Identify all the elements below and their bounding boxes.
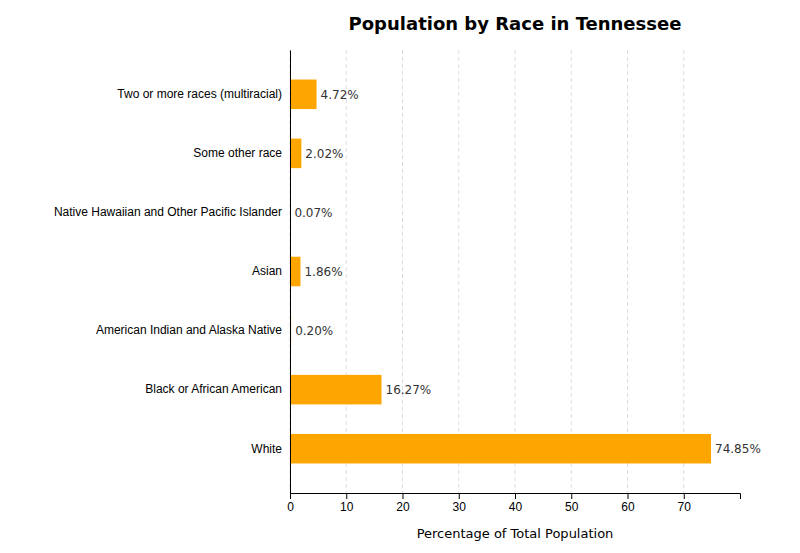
tick-label: Two or more races (multiracial)	[117, 87, 282, 101]
tick-label: White	[251, 442, 282, 456]
tick-label: 10	[340, 500, 354, 514]
data-label: 74.85%	[715, 442, 761, 456]
tick-label: 0	[287, 500, 294, 514]
tick: 70	[678, 493, 692, 514]
axis-line	[290, 51, 291, 494]
axis-line	[291, 494, 741, 500]
tick-mark	[684, 493, 685, 499]
tick-label: 70	[678, 500, 692, 514]
tick-mark	[628, 493, 629, 499]
data-labels: 74.85% 16.27% 0.20% 1.86% 0.07% 2.02% 4.72%	[294, 88, 760, 456]
tick: White	[251, 442, 290, 456]
data-label: 0.07%	[294, 206, 332, 220]
chart-container: 0 10 20 30 40 50 60 70 White Black or African Ame…	[0, 0, 800, 553]
grid-line	[571, 50, 572, 493]
bar	[290, 434, 711, 464]
tick-mark	[346, 493, 347, 499]
bar	[290, 139, 301, 169]
bar	[290, 257, 300, 287]
tick: 60	[621, 493, 635, 514]
x-axis: 0 10 20 30 40 50 60 70	[287, 493, 740, 514]
data-label: 16.27%	[386, 383, 432, 397]
bar	[290, 375, 382, 405]
tick-label: 20	[396, 500, 410, 514]
bars	[290, 80, 711, 464]
tick-mark	[403, 493, 404, 499]
chart-svg: 0 10 20 30 40 50 60 70 White Black or African Ame…	[0, 0, 800, 553]
grid-line	[515, 50, 516, 493]
data-label: 4.72%	[321, 88, 359, 102]
tick: 50	[565, 493, 579, 514]
tick-label: 50	[565, 500, 579, 514]
tick-mark	[459, 493, 460, 499]
grid-line	[458, 50, 459, 493]
tick: 0	[287, 493, 294, 514]
tick-label: Black or African American	[145, 382, 282, 396]
title: Population by Race in Tennessee	[349, 13, 682, 34]
tick: 30	[453, 493, 467, 514]
tick-mark	[515, 493, 516, 499]
grid	[290, 50, 684, 493]
tick: American Indian and Alaska Native	[96, 323, 290, 337]
bar	[290, 80, 317, 110]
tick-label: Native Hawaiian and Other Pacific Island…	[54, 205, 282, 219]
tick-label: American Indian and Alaska Native	[96, 323, 282, 337]
data-label: 2.02%	[305, 147, 343, 161]
tick: Two or more races (multiracial)	[117, 87, 290, 101]
tick: Black or African American	[145, 382, 290, 396]
tick: 10	[340, 493, 354, 514]
tick: Asian	[252, 264, 290, 278]
x-axis-title: Percentage of Total Population	[417, 526, 614, 541]
tick: Native Hawaiian and Other Pacific Island…	[54, 205, 290, 219]
grid-line	[290, 50, 291, 493]
tick-mark	[571, 493, 572, 499]
tick: 40	[509, 493, 523, 514]
tick-mark	[290, 493, 291, 499]
grid-line	[346, 50, 347, 493]
tick-label: Asian	[252, 264, 282, 278]
grid-line	[627, 50, 628, 493]
data-label: 0.20%	[295, 324, 333, 338]
tick-label: 60	[621, 500, 635, 514]
tick-label: 40	[509, 500, 523, 514]
tick: 20	[396, 493, 410, 514]
grid-line	[683, 50, 684, 493]
tick: Some other race	[193, 146, 290, 160]
tick-label: 30	[453, 500, 467, 514]
plot-area: 0 10 20 30 40 50 60 70 White Black or African Ame…	[54, 50, 761, 514]
y-axis: White Black or African American American I…	[54, 51, 291, 494]
tick-label: Some other race	[193, 146, 282, 160]
data-label: 1.86%	[304, 265, 342, 279]
grid-line	[402, 50, 403, 493]
